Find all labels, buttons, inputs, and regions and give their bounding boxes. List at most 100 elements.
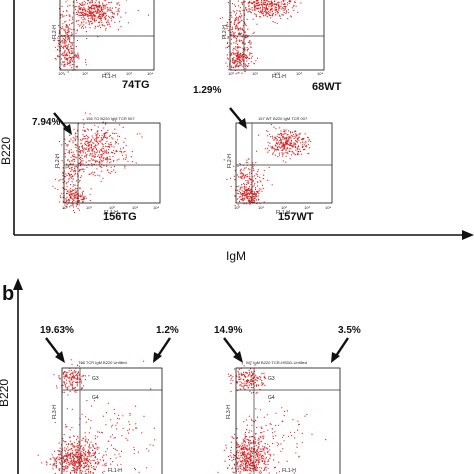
event-dot xyxy=(120,16,122,18)
event-dot xyxy=(65,424,67,426)
event-dot xyxy=(82,148,84,150)
event-dot xyxy=(87,439,90,441)
sample-label-156tg: 156TG xyxy=(103,211,137,223)
event-dot xyxy=(230,382,232,385)
event-dot xyxy=(249,196,251,199)
event-dot xyxy=(294,437,296,439)
event-dot xyxy=(251,420,253,422)
event-dot xyxy=(235,73,237,75)
svg-text:10²: 10² xyxy=(104,71,110,76)
event-dot xyxy=(102,121,104,123)
event-dot xyxy=(76,377,78,379)
event-dot xyxy=(134,469,136,471)
event-dot xyxy=(256,150,258,152)
event-dot xyxy=(80,199,82,201)
event-dot xyxy=(237,465,239,467)
event-dot xyxy=(248,187,250,189)
event-dot xyxy=(79,169,82,171)
event-dot xyxy=(114,21,116,23)
event-dot xyxy=(249,203,251,205)
event-dot xyxy=(227,467,229,469)
event-dot xyxy=(76,20,78,22)
event-dot xyxy=(232,471,234,473)
event-dot xyxy=(66,443,68,446)
event-dot xyxy=(70,459,72,462)
event-dot xyxy=(293,472,295,474)
event-dot xyxy=(119,455,121,457)
event-dot xyxy=(58,24,60,27)
event-dot xyxy=(241,14,243,16)
event-dot xyxy=(113,146,115,148)
event-dot xyxy=(285,143,287,145)
event-dot xyxy=(92,446,94,448)
event-dot xyxy=(87,459,89,461)
event-dot xyxy=(98,1,100,3)
event-dot xyxy=(120,450,123,452)
event-dot xyxy=(274,431,276,433)
event-dot xyxy=(230,65,232,67)
event-dot xyxy=(283,434,285,436)
event-dot xyxy=(269,455,272,457)
event-dot xyxy=(100,12,102,14)
event-dot xyxy=(64,204,66,206)
event-dot xyxy=(125,145,127,147)
event-dot xyxy=(73,171,75,173)
event-dot xyxy=(119,124,121,126)
event-dot xyxy=(70,369,72,371)
event-dot xyxy=(109,134,111,137)
event-dot xyxy=(238,185,240,187)
event-dot xyxy=(58,43,60,46)
event-dot xyxy=(65,462,68,464)
event-dot xyxy=(92,18,94,20)
event-dot xyxy=(230,43,232,45)
event-dot xyxy=(248,432,250,434)
event-dot xyxy=(74,377,76,379)
event-dot xyxy=(63,28,65,30)
event-dot xyxy=(279,5,281,7)
event-dot xyxy=(67,456,69,458)
event-dot xyxy=(246,182,248,184)
event-dot xyxy=(288,138,290,140)
event-dot xyxy=(90,141,92,143)
event-dot xyxy=(233,472,235,474)
event-dot xyxy=(78,58,80,60)
event-dot xyxy=(100,19,102,21)
event-dot xyxy=(73,155,75,158)
event-dot xyxy=(232,380,234,382)
event-dot xyxy=(236,375,238,377)
event-dot xyxy=(77,461,79,463)
event-dot xyxy=(88,465,90,467)
event-dot xyxy=(81,445,83,447)
event-dot xyxy=(46,462,48,464)
event-dot xyxy=(244,388,246,390)
event-dot xyxy=(240,32,242,34)
event-dot xyxy=(65,455,67,457)
event-dot xyxy=(61,36,63,38)
event-dot xyxy=(69,37,71,39)
event-dot xyxy=(75,195,77,197)
event-dot xyxy=(237,23,239,25)
event-dot xyxy=(276,22,278,24)
event-dot xyxy=(255,178,257,180)
event-dot xyxy=(255,161,257,164)
event-dot xyxy=(115,149,117,152)
event-dot xyxy=(250,392,253,394)
event-dot xyxy=(74,167,76,169)
event-dot xyxy=(268,459,270,461)
event-dot xyxy=(70,460,72,463)
event-dot xyxy=(288,2,290,4)
channel-x-label: FL1-H xyxy=(108,468,122,474)
event-dot xyxy=(90,146,92,148)
event-dot xyxy=(240,464,242,466)
event-dot xyxy=(84,4,86,6)
event-dot xyxy=(78,8,80,10)
event-dot xyxy=(249,1,251,3)
event-dot xyxy=(285,132,287,134)
event-dot xyxy=(62,172,64,174)
event-dot xyxy=(236,174,238,176)
event-dot xyxy=(80,456,82,458)
event-dot xyxy=(290,142,293,144)
event-dot xyxy=(251,374,254,376)
event-dot xyxy=(60,54,62,56)
event-dot xyxy=(98,14,100,16)
